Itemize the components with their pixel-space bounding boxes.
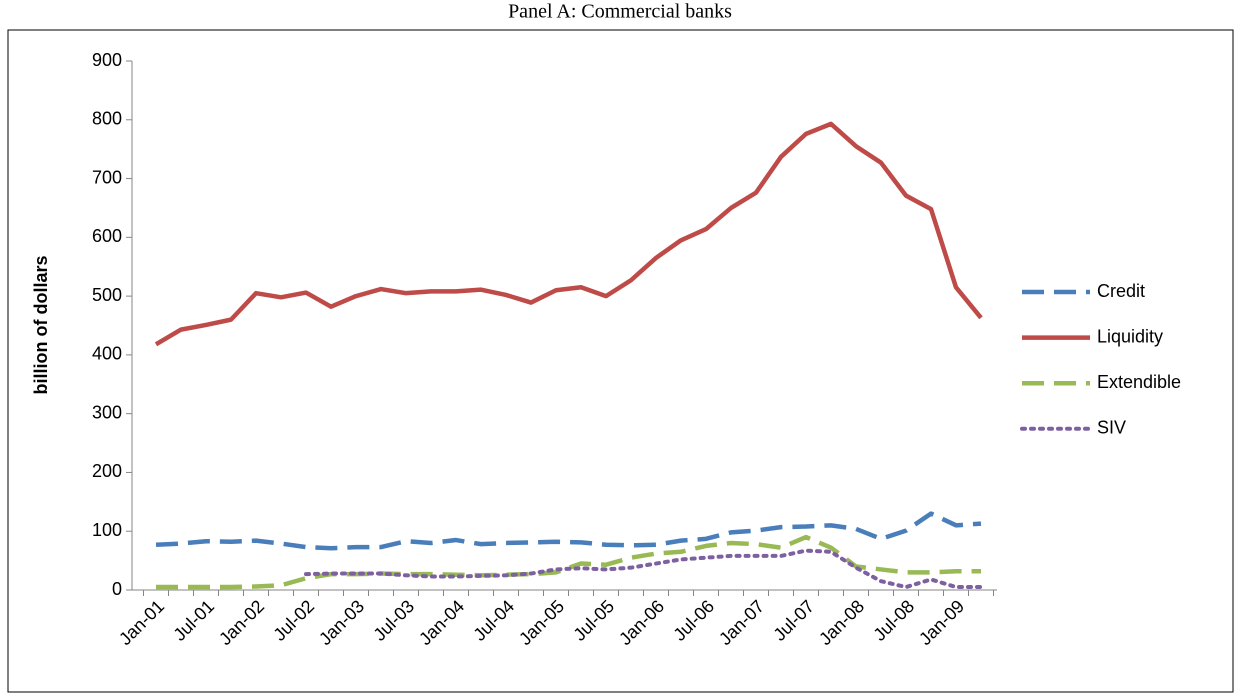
x-tick-label: Jan-07: [715, 596, 768, 649]
y-tick-label: 400: [92, 344, 122, 364]
x-tick-label: Jan-01: [115, 596, 168, 649]
y-tick-label: 500: [92, 285, 122, 305]
legend-label: Extendible: [1097, 372, 1181, 392]
y-tick-label: 600: [92, 226, 122, 246]
x-tick-label: Jul-06: [669, 596, 718, 645]
legend-label: Credit: [1097, 281, 1145, 301]
x-tick-label: Jan-09: [915, 596, 968, 649]
x-tick-label: Jul-03: [369, 596, 418, 645]
series-line: [154, 121, 983, 347]
series-line: [155, 511, 982, 551]
x-tick-label: Jan-08: [815, 596, 868, 649]
y-tick-label: 900: [92, 50, 122, 70]
x-tick-label: Jan-06: [615, 596, 668, 649]
y-tick-label: 0: [112, 579, 122, 599]
series-line: [156, 534, 981, 590]
x-tick-label: Jan-02: [215, 596, 268, 649]
y-tick-label: 300: [92, 402, 122, 422]
x-tick-label: Jul-02: [269, 596, 318, 645]
x-tick-label: Jan-04: [415, 596, 468, 649]
y-axis-label: billion of dollars: [31, 256, 51, 395]
series-line: [304, 548, 983, 590]
x-tick-label: Jul-01: [169, 596, 218, 645]
legend-label: Liquidity: [1097, 326, 1163, 346]
y-tick-label: 800: [92, 109, 122, 129]
y-tick-label: 200: [92, 461, 122, 481]
x-tick-label: Jul-08: [869, 596, 918, 645]
x-tick-label: Jan-05: [515, 596, 568, 649]
y-tick-label: 100: [92, 520, 122, 540]
chart-title: Panel A: Commercial banks: [508, 1, 732, 23]
x-tick-label: Jul-05: [569, 596, 618, 645]
x-tick-label: Jul-07: [769, 596, 818, 645]
chart-border: [7, 29, 1234, 693]
x-tick-label: Jul-04: [469, 596, 518, 645]
x-tick-label: Jan-03: [315, 596, 368, 649]
y-tick-label: 700: [92, 167, 122, 187]
legend-label: SIV: [1097, 418, 1126, 438]
